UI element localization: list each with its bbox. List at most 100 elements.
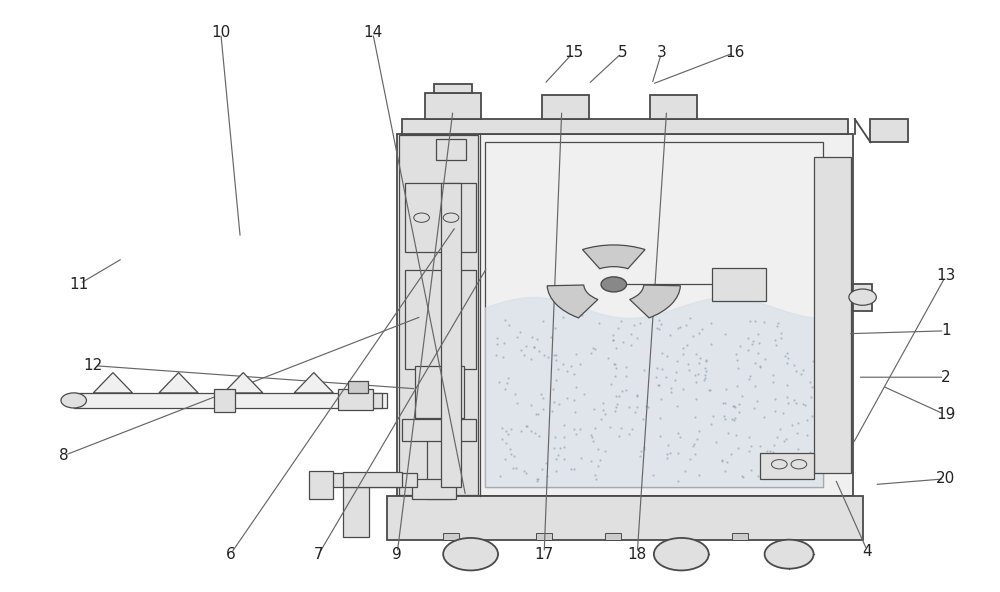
Point [741, 374, 757, 384]
Point [583, 349, 599, 358]
Point [759, 446, 775, 456]
Point [498, 439, 514, 448]
Point [667, 375, 683, 384]
Point [492, 471, 508, 481]
Bar [536, 533, 552, 540]
Point [703, 420, 719, 429]
Point [654, 364, 670, 374]
Bar [214, 389, 235, 412]
Point [567, 407, 583, 416]
Point [747, 381, 763, 390]
Text: 10: 10 [211, 24, 230, 40]
Point [590, 462, 606, 471]
Point [498, 426, 514, 436]
Point [780, 353, 796, 363]
Point [698, 356, 714, 365]
Point [651, 324, 667, 334]
Point [756, 317, 772, 327]
Point [621, 429, 637, 438]
Point [508, 463, 524, 472]
Point [563, 362, 579, 371]
Point [500, 430, 516, 439]
Bar [425, 93, 481, 119]
Point [799, 415, 815, 424]
Point [790, 444, 806, 453]
Point [648, 372, 664, 382]
Point [547, 323, 563, 332]
Point [534, 464, 550, 474]
Point [789, 428, 805, 437]
Point [766, 440, 782, 449]
Point [536, 350, 552, 359]
Bar [434, 84, 472, 93]
Bar [542, 95, 589, 119]
Point [770, 318, 786, 327]
Point [629, 333, 645, 343]
Point [698, 366, 714, 376]
Point [605, 336, 621, 345]
Point [608, 391, 624, 401]
Point [660, 440, 676, 450]
Polygon shape [485, 298, 823, 487]
Point [499, 378, 515, 387]
Point [746, 403, 762, 413]
Point [765, 448, 781, 457]
Bar [368, 393, 382, 408]
Bar [412, 479, 456, 499]
Point [613, 423, 629, 432]
Circle shape [849, 289, 876, 305]
Point [555, 312, 571, 321]
Point [675, 384, 691, 393]
Point [744, 339, 760, 348]
Point [757, 354, 773, 363]
Point [786, 361, 802, 370]
Text: 5: 5 [618, 45, 627, 60]
Point [495, 352, 511, 361]
Point [793, 369, 809, 379]
Point [799, 430, 815, 439]
Point [730, 363, 746, 373]
Point [535, 393, 551, 403]
Point [530, 474, 546, 483]
Point [702, 385, 718, 395]
Point [688, 349, 704, 358]
Point [583, 456, 599, 466]
Point [727, 403, 743, 412]
Point [651, 315, 667, 324]
Point [720, 429, 736, 438]
Point [723, 449, 739, 458]
Point [788, 399, 804, 408]
Point [529, 474, 545, 484]
Point [687, 450, 703, 459]
Point [563, 465, 579, 474]
Point [726, 416, 742, 425]
Point [550, 364, 566, 374]
Point [750, 348, 766, 358]
Point [747, 358, 763, 368]
Point [776, 436, 792, 445]
Point [497, 316, 513, 325]
Point [653, 394, 669, 404]
Point [745, 336, 761, 346]
Point [592, 455, 608, 464]
Point [540, 352, 556, 361]
Text: 8: 8 [59, 448, 69, 463]
Point [659, 351, 675, 361]
Point [715, 398, 731, 407]
Point [672, 322, 688, 332]
Point [548, 466, 564, 475]
Point [513, 346, 529, 355]
Point [546, 443, 562, 452]
Point [573, 453, 589, 462]
Point [608, 363, 624, 373]
Point [614, 386, 630, 395]
Point [584, 433, 600, 442]
Point [574, 310, 590, 320]
Polygon shape [93, 372, 132, 393]
Point [618, 372, 634, 381]
Point [629, 390, 645, 400]
Point [629, 391, 645, 400]
Point [501, 320, 517, 329]
Point [586, 404, 602, 413]
Point [672, 432, 688, 442]
